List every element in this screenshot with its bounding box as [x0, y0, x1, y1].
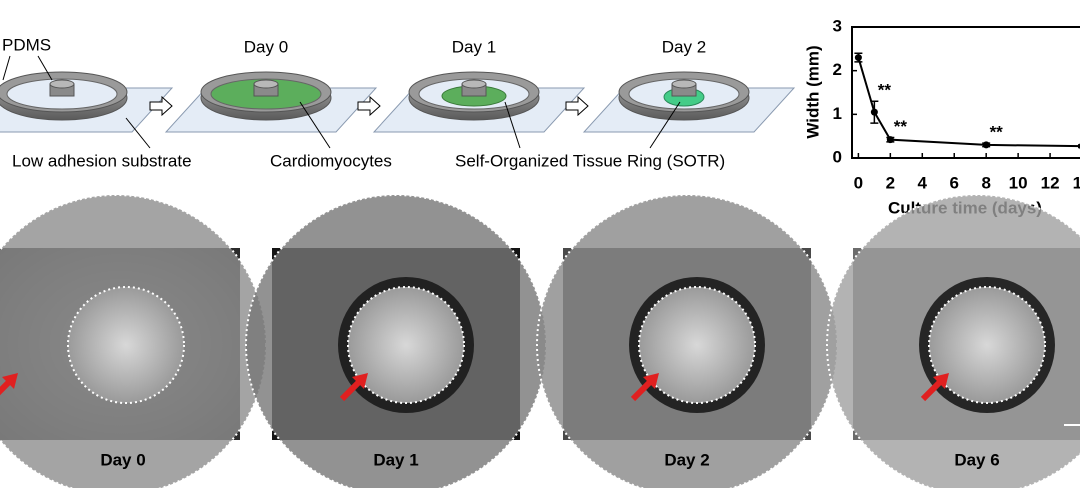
- red-arrow: [630, 378, 654, 402]
- y-tick-label: 1: [833, 104, 842, 123]
- line-chart: 012302468101214Culture time (days)Width …: [803, 16, 1080, 217]
- leader: [649, 101, 681, 149]
- x-tick-label: 4: [918, 173, 928, 192]
- significance: **: [990, 123, 1004, 142]
- red-arrow-head: [933, 373, 949, 389]
- red-arrow-head: [2, 373, 18, 389]
- micrograph: [245, 194, 547, 488]
- red-arrow-head: [352, 373, 368, 389]
- pillar-edge: [638, 286, 756, 404]
- leader: [2, 55, 11, 81]
- x-tick-label: 2: [886, 173, 895, 192]
- micrograph-label: Day 1: [373, 450, 418, 469]
- y-axis-label: Width (mm): [803, 45, 822, 138]
- pillar: [639, 287, 755, 403]
- red-arrow: [339, 378, 363, 402]
- substrate-label: Low adhesion substrate: [12, 151, 192, 170]
- micrograph-label: Day 2: [664, 450, 709, 469]
- micrograph: [536, 194, 838, 488]
- micrograph: [0, 194, 267, 488]
- x-tick-label: 12: [1041, 173, 1060, 192]
- plot-frame: [851, 26, 1080, 159]
- stage-label: Day 0: [244, 37, 288, 56]
- pillar: [68, 287, 184, 403]
- x-tick-label: 0: [854, 173, 863, 192]
- x-tick-label: 14: [1073, 173, 1080, 192]
- leader: [299, 101, 331, 149]
- data-point: [886, 136, 894, 144]
- micrograph-label: Day 6: [954, 450, 999, 469]
- pillar-top: [253, 79, 279, 89]
- pillar-edge: [67, 286, 185, 404]
- arrow: [565, 95, 589, 117]
- y-tick-label: 2: [833, 60, 842, 79]
- stage-label: Day 1: [452, 37, 496, 56]
- arrow: [357, 95, 381, 117]
- cells-label: Cardiomyocytes: [270, 151, 392, 170]
- data-point: [982, 141, 990, 149]
- pillar: [348, 287, 464, 403]
- data-point: [870, 108, 878, 116]
- x-tick-label: 6: [949, 173, 958, 192]
- pillar-edge: [347, 286, 465, 404]
- red-arrow: [0, 378, 13, 396]
- arrow: [149, 95, 173, 117]
- significance: **: [878, 81, 892, 100]
- data-point: [854, 54, 862, 62]
- leader: [37, 55, 53, 81]
- pillar-top: [461, 79, 487, 89]
- red-arrow-head: [643, 373, 659, 389]
- pillar-edge: [928, 286, 1046, 404]
- dish-edge: [826, 194, 1080, 488]
- y-tick-label: 0: [833, 147, 842, 166]
- leader: [125, 117, 151, 149]
- red-arrow: [920, 378, 944, 402]
- sotr-label: Self-Organized Tissue Ring (SOTR): [455, 151, 725, 170]
- series-line: [857, 57, 1080, 148]
- micrograph-label: Day 0: [100, 450, 145, 469]
- y-tick-label: 3: [833, 16, 842, 35]
- leader: [504, 101, 521, 149]
- schematic: PDMS Low adhesion substrate Cardiomyocyt…: [0, 35, 796, 170]
- stage-label: Day 2: [662, 37, 706, 56]
- pillar-top: [49, 79, 75, 89]
- micrograph: [826, 194, 1080, 488]
- pillar-top: [671, 79, 697, 89]
- x-tick-label: 8: [981, 173, 990, 192]
- significance: **: [894, 117, 908, 136]
- x-tick-label: 10: [1009, 173, 1028, 192]
- pillar: [929, 287, 1045, 403]
- pdms-label: PDMS: [2, 35, 51, 54]
